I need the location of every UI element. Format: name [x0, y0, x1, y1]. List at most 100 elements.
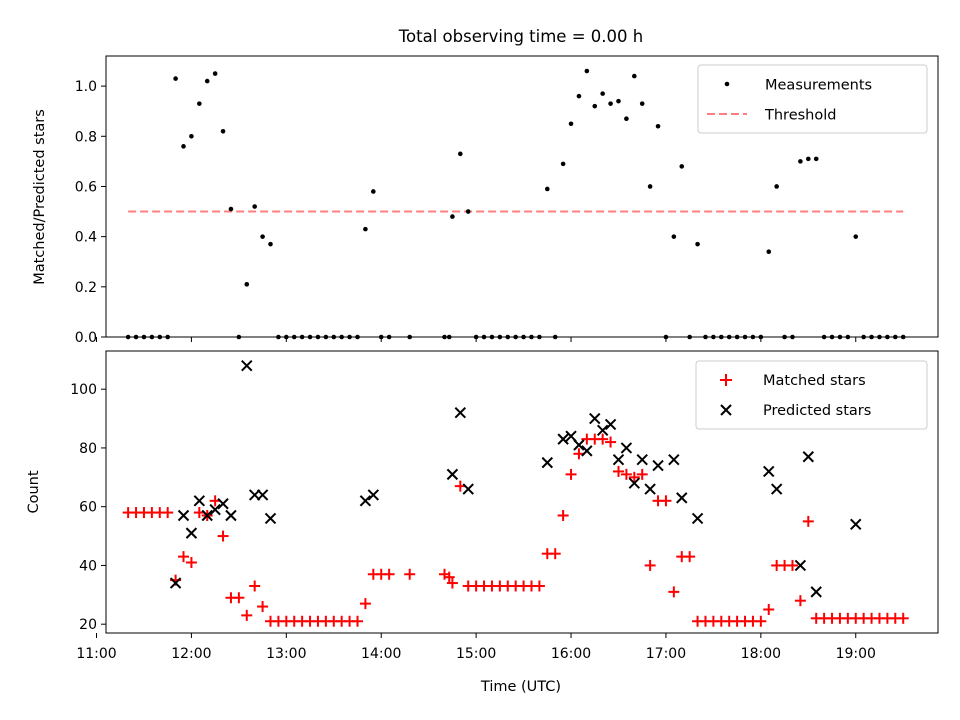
matched-point — [162, 507, 174, 519]
matched-point — [605, 436, 617, 448]
bottom-ytick-label: 80 — [79, 441, 97, 457]
predicted-point — [668, 453, 680, 466]
measurement-point — [260, 234, 265, 239]
matched-point — [533, 580, 545, 592]
top-ytick-label: 0.2 — [75, 280, 97, 296]
measurement-point — [576, 93, 582, 99]
bottom-legend: Matched stars Predicted stars — [695, 360, 928, 430]
measurement-point — [584, 68, 590, 74]
measurement-point — [189, 133, 194, 139]
top-ytick-label: 0.6 — [75, 179, 97, 195]
bottom-xtick-label: 12:00 — [171, 646, 211, 662]
predicted-point — [691, 512, 704, 525]
measurement-point — [805, 156, 811, 162]
matched-point — [755, 615, 767, 627]
predicted-point — [596, 424, 609, 437]
matched-point — [660, 495, 672, 507]
measurement-point — [624, 116, 629, 122]
matched-point — [802, 515, 814, 527]
bottom-panel: 20 40 60 80 100 11:00 12:00 13:00 14:00 15:00 16:… — [26, 350, 939, 695]
matched-point — [446, 577, 458, 589]
matched-point — [217, 530, 229, 542]
legend-threshold-label: Threshold — [764, 108, 836, 124]
measurement-point — [173, 76, 178, 81]
measurement-point — [458, 151, 463, 157]
predicted-point — [256, 489, 269, 501]
matched-point — [644, 559, 656, 571]
bottom-xtick-label: 15:00 — [456, 646, 496, 662]
predicted-point — [636, 453, 648, 466]
legend-predicted-marker — [720, 404, 732, 416]
legend-matched-marker — [720, 374, 732, 386]
predicted-point — [169, 577, 182, 589]
measurement-point — [853, 234, 859, 239]
predicted-point — [581, 445, 593, 457]
predicted-point — [565, 430, 577, 442]
matched-point — [185, 557, 197, 568]
measurement-point — [545, 186, 550, 192]
matched-point — [636, 468, 648, 480]
matched-point — [684, 551, 696, 563]
predicted-point — [620, 442, 633, 454]
measurement-point — [568, 121, 574, 127]
measurement-point — [560, 161, 566, 167]
bottom-legend-box — [695, 360, 928, 430]
matched-point — [233, 592, 245, 604]
bottom-ytick-label: 40 — [79, 558, 97, 574]
top-ytick-label: 1.0 — [75, 79, 97, 95]
measurement-point — [616, 98, 621, 104]
top-ytick-label: 0.4 — [75, 230, 97, 246]
predicted-point — [264, 512, 277, 525]
matched-point — [557, 510, 569, 521]
measurement-point — [450, 214, 455, 219]
measurement-point — [204, 78, 210, 84]
measurement-point — [363, 226, 368, 232]
predicted-point — [241, 359, 253, 372]
measurement-point — [244, 282, 250, 287]
bottom-axes-frame — [105, 350, 939, 634]
bottom-ytick-label: 20 — [79, 617, 97, 633]
measurement-point — [220, 128, 226, 134]
matched-point — [359, 598, 371, 610]
top-x-ticks — [96, 337, 857, 342]
bottom-marks — [122, 359, 909, 627]
measurement-point — [371, 189, 376, 194]
bottom-xtick-label: 11:00 — [76, 646, 116, 662]
measurement-point — [608, 101, 613, 106]
predicted-point — [652, 459, 664, 472]
predicted-point — [177, 509, 190, 522]
measurement-point — [465, 209, 471, 214]
matched-point — [620, 468, 632, 480]
predicted-point — [454, 406, 467, 419]
measurement-point — [252, 204, 257, 209]
measurement-point — [600, 91, 605, 96]
matched-point — [668, 586, 680, 598]
top-axes-frame — [105, 55, 939, 338]
predicted-point — [770, 483, 783, 495]
matched-point — [549, 548, 561, 560]
predicted-point — [446, 468, 459, 481]
top-ytick-label: 0.0 — [75, 330, 97, 346]
predicted-point — [193, 495, 206, 507]
bottom-ytick-label: 60 — [79, 500, 97, 516]
matched-point — [628, 471, 640, 483]
predicted-point — [794, 559, 807, 572]
predicted-point — [541, 456, 554, 469]
matched-point — [443, 571, 455, 583]
matched-point — [249, 580, 261, 592]
bottom-xtick-label: 16:00 — [551, 646, 591, 662]
predicted-point — [209, 503, 221, 516]
matched-point — [597, 433, 609, 445]
predicted-point — [573, 439, 585, 451]
predicted-point — [359, 495, 372, 507]
bottom-ylabel: Count — [26, 470, 42, 513]
predicted-point — [612, 453, 625, 466]
measurement-point — [647, 184, 653, 189]
predicted-point — [225, 509, 237, 522]
measurement-point — [813, 156, 819, 162]
matched-point — [178, 551, 190, 563]
top-legend: Measurements Threshold — [697, 64, 928, 134]
bottom-xtick-label: 19:00 — [836, 646, 876, 662]
predicted-point — [850, 518, 862, 531]
